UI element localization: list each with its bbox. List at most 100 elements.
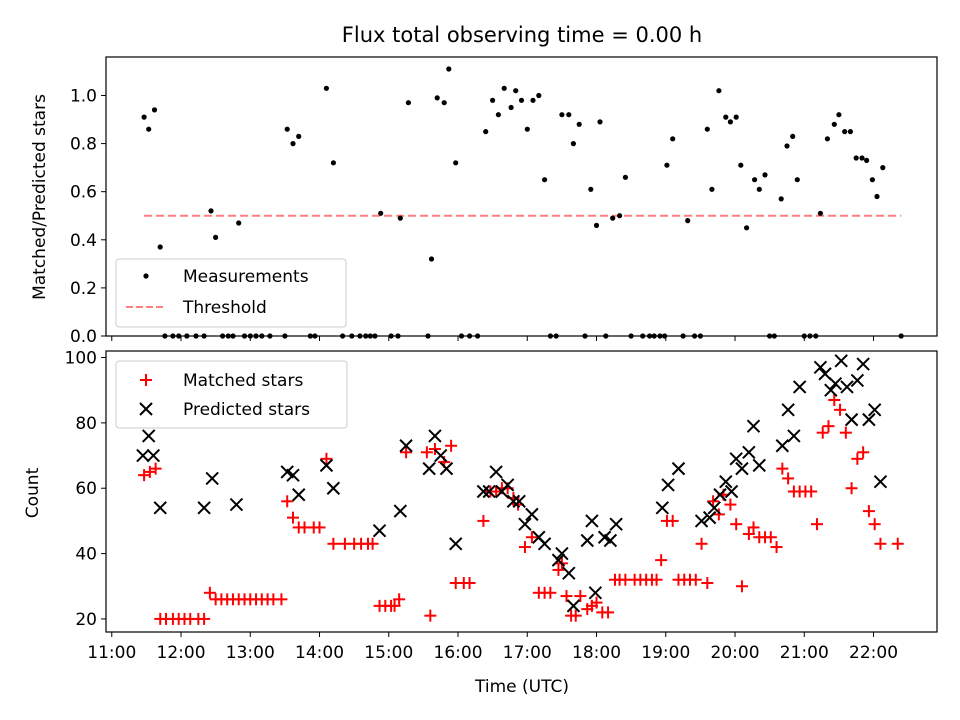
measurement-point xyxy=(312,333,318,339)
measurement-point xyxy=(813,333,819,339)
predicted-star-point xyxy=(449,537,463,551)
matched-star-point xyxy=(393,593,406,606)
measurement-point xyxy=(869,177,876,183)
matched-star-point xyxy=(810,518,823,531)
measurement-point xyxy=(395,333,401,339)
matched-star-point xyxy=(313,521,326,534)
x-tick-label: 18:00 xyxy=(572,643,621,663)
measurement-point xyxy=(716,88,722,94)
matched-star-point xyxy=(477,514,490,527)
measurement-point xyxy=(397,215,403,221)
measurement-point xyxy=(640,333,646,339)
predicted-star-point xyxy=(609,517,623,531)
measurement-point xyxy=(236,220,242,226)
measurement-point xyxy=(323,85,329,91)
predicted-star-point xyxy=(707,501,721,515)
matched-star-point xyxy=(544,586,557,599)
predicted-star-point xyxy=(867,403,882,417)
predicted-star-point xyxy=(580,533,594,548)
matched-star-point xyxy=(281,495,294,508)
measurement-point xyxy=(378,210,384,216)
matched-star-point xyxy=(518,541,531,554)
measurement-point xyxy=(193,333,199,339)
measurement-point xyxy=(864,157,870,163)
predicted-star-point xyxy=(518,517,532,531)
legend-threshold-label: Threshold xyxy=(182,298,267,318)
predicted-star-point xyxy=(787,429,801,443)
predicted-star-point xyxy=(834,354,848,368)
predicted-star-point xyxy=(136,448,150,463)
count-y-tick-label: 60 xyxy=(75,479,97,499)
matched-star-point xyxy=(724,498,737,511)
measurement-point xyxy=(824,136,831,142)
measurement-point xyxy=(501,85,507,91)
ratio-y-tick-label: 0.8 xyxy=(70,135,97,155)
measurement-point xyxy=(771,333,777,339)
measurement-point xyxy=(685,218,691,224)
predicted-star-point xyxy=(655,501,670,515)
measurement-point xyxy=(880,165,886,171)
measurement-point xyxy=(542,177,548,183)
x-tick-label: 20:00 xyxy=(711,643,760,663)
count-legend: Matched stars Predicted stars xyxy=(115,360,348,429)
measurement-point xyxy=(536,92,542,99)
count-panel: 20 40 60 80 100 11:00 12:00 13:00 14:00 15:00 16:… xyxy=(23,349,938,697)
measurement-point xyxy=(752,177,758,183)
matched-star-point xyxy=(463,576,476,589)
matched-star-point xyxy=(388,599,401,612)
measurement-point xyxy=(425,333,431,339)
measurement-point xyxy=(363,333,369,339)
legend-predicted-label: Predicted stars xyxy=(183,400,310,420)
measurement-point xyxy=(151,107,158,113)
predicted-star-point xyxy=(153,501,167,515)
measurement-point xyxy=(490,97,496,103)
predicted-star-point xyxy=(840,380,854,394)
matched-star-point xyxy=(602,606,615,619)
measurement-point xyxy=(704,126,710,132)
predicted-star-point xyxy=(850,373,865,388)
matched-star-point xyxy=(834,403,847,416)
measurement-point xyxy=(790,133,796,139)
matched-star-point xyxy=(770,541,783,554)
measurement-point xyxy=(141,114,147,120)
measurement-point xyxy=(307,333,313,339)
predicted-star-point xyxy=(588,586,603,600)
count-points xyxy=(136,354,904,625)
measurement-point xyxy=(146,126,152,132)
measurement-point xyxy=(727,119,734,125)
measurement-point xyxy=(603,333,609,339)
ratio-legend: Measurements Threshold xyxy=(115,258,347,328)
predicted-star-point xyxy=(393,504,408,518)
matched-star-point xyxy=(695,537,708,550)
matched-star-point xyxy=(198,612,211,625)
matched-star-point xyxy=(420,446,433,459)
measurement-point xyxy=(662,333,668,339)
measurement-point xyxy=(547,333,554,339)
count-y-tick-label: 40 xyxy=(75,545,97,565)
predicted-star-point xyxy=(742,445,756,459)
measurement-point xyxy=(284,126,290,132)
measurement-point xyxy=(853,155,859,161)
ratio-y-tick-label: 1.0 xyxy=(70,86,97,106)
matched-star-point xyxy=(776,462,789,475)
measurement-point xyxy=(367,333,373,339)
predicted-star-point xyxy=(694,514,709,528)
ratio-panel: 0.0 0.2 0.4 0.6 0.8 1.0 Matched/Predicted sta… xyxy=(30,56,938,347)
predicted-star-point xyxy=(141,429,156,443)
measurement-point xyxy=(213,234,219,240)
predicted-star-point xyxy=(562,566,576,580)
measurement-point xyxy=(340,333,346,339)
predicted-star-point xyxy=(818,367,832,381)
matched-star-point xyxy=(569,609,582,622)
predicted-star-point xyxy=(286,468,300,482)
measurement-point xyxy=(784,143,790,149)
matched-star-point xyxy=(828,394,841,407)
measurement-point xyxy=(230,333,236,339)
measurement-point xyxy=(570,141,577,147)
count-y-axis-label: Count xyxy=(23,467,43,518)
legend-matched-label: Matched stars xyxy=(183,371,303,391)
predicted-star-point xyxy=(775,439,790,453)
matched-star-point xyxy=(275,593,288,606)
measurement-point xyxy=(692,333,698,339)
x-tick-label: 12:00 xyxy=(157,643,206,663)
